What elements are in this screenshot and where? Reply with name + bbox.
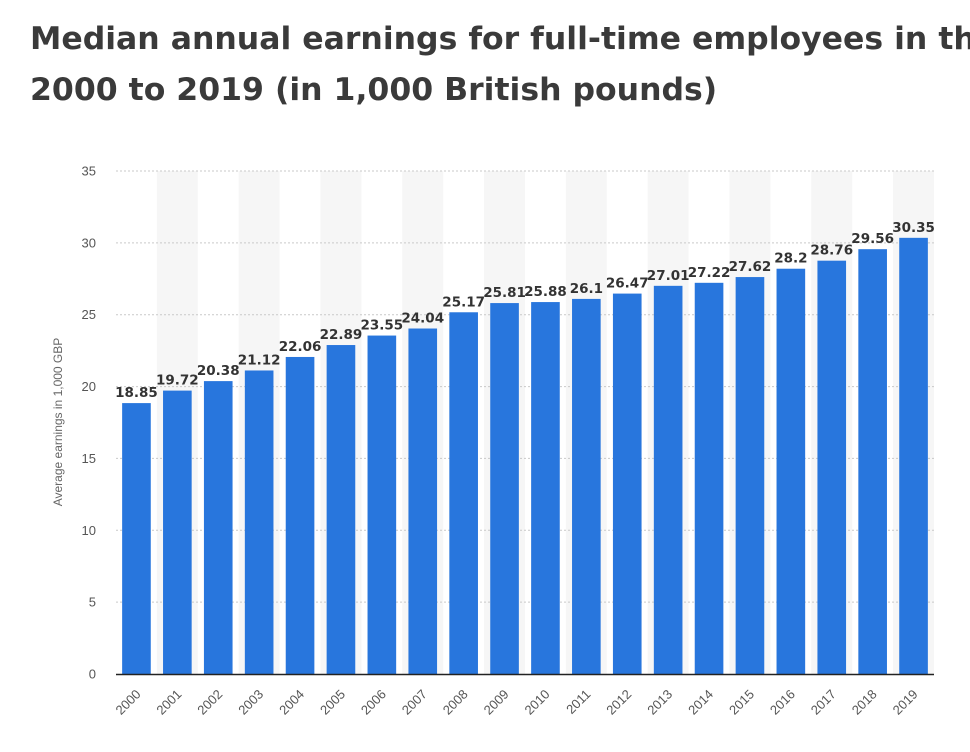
data-label: 27.01 [647, 268, 690, 284]
x-tick-label: 2009 [481, 687, 512, 718]
bar [490, 303, 519, 674]
chart-title: Median annual earnings for full-time emp… [30, 14, 970, 116]
x-tick-label: 2015 [726, 687, 757, 718]
bar [244, 370, 274, 674]
x-tick-label: 2007 [399, 687, 430, 718]
data-label: 29.56 [851, 231, 894, 247]
bar [203, 381, 233, 674]
x-tick-label: 2019 [890, 687, 921, 718]
x-tick-label: 2014 [685, 687, 716, 718]
bar [612, 293, 642, 674]
bar [326, 345, 356, 674]
bar [858, 249, 887, 674]
bar [694, 282, 724, 674]
value-labels: 18.8519.7220.3821.1222.0622.8923.5524.04… [115, 220, 935, 401]
x-tick-label: 2004 [276, 687, 307, 718]
bar [122, 403, 151, 674]
data-label: 28.76 [810, 243, 853, 259]
x-tick-label: 2003 [235, 687, 266, 718]
bar [408, 328, 438, 674]
data-label: 24.04 [401, 311, 444, 327]
data-label: 25.81 [483, 285, 526, 301]
bar [653, 285, 683, 674]
y-tick-label: 5 [89, 595, 96, 610]
bar [531, 302, 560, 674]
data-label: 25.17 [442, 294, 485, 310]
data-label: 21.12 [238, 352, 281, 368]
x-tick-labels: 2000 2001 2002 2003 2004 2005 2006 2007 2008 2009… [113, 687, 921, 718]
data-label: 19.72 [156, 373, 199, 389]
x-tick-label: 2011 [563, 687, 593, 717]
x-tick-label: 2005 [317, 687, 348, 718]
chart-title-line-2: 2000 to 2019 (in 1,000 British pounds) [30, 72, 718, 108]
x-tick-label: 2000 [113, 687, 144, 718]
x-tick-label: 2013 [644, 687, 675, 718]
y-tick-label: 0 [89, 667, 96, 682]
bar [817, 260, 847, 674]
data-label: 20.38 [197, 363, 240, 379]
x-tick-label: 2002 [194, 687, 225, 718]
bar [572, 298, 601, 674]
y-tick-label: 10 [82, 523, 96, 538]
y-tick-label: 30 [82, 235, 96, 250]
x-tick-label: 2006 [358, 687, 389, 718]
y-tick-labels: 0 5 10 15 20 25 30 35 [82, 164, 96, 682]
data-label: 18.85 [115, 385, 158, 401]
y-tick-label: 25 [82, 307, 96, 322]
data-label: 22.06 [279, 339, 322, 355]
data-label: 22.89 [320, 327, 363, 343]
y-tick-label: 20 [82, 379, 96, 394]
bars [122, 237, 928, 674]
bar [163, 390, 192, 674]
chart-title-line-1: Median annual earnings for full-time emp… [30, 21, 970, 57]
data-label: 27.22 [688, 265, 731, 281]
bar [899, 237, 928, 674]
x-tick-label: 2016 [767, 687, 798, 718]
data-label: 26.47 [606, 276, 649, 292]
x-tick-label: 2001 [153, 687, 184, 718]
bar [285, 356, 315, 674]
y-tick-label: 15 [82, 451, 96, 466]
x-tick-label: 2008 [440, 687, 471, 718]
data-label: 30.35 [892, 220, 935, 236]
x-tick-label: 2017 [808, 687, 839, 718]
bar [735, 277, 765, 674]
y-tick-label: 35 [82, 164, 96, 179]
data-label: 25.88 [524, 284, 567, 300]
bar [776, 268, 806, 674]
x-tick-label: 2018 [849, 687, 880, 718]
data-label: 26.1 [570, 281, 603, 297]
x-tick-label: 2010 [522, 687, 553, 718]
x-tick-label: 2012 [603, 687, 634, 718]
data-label: 23.55 [360, 318, 403, 334]
data-label: 27.62 [729, 259, 772, 275]
bar [367, 335, 397, 674]
data-label: 28.2 [774, 251, 807, 267]
bar [449, 312, 478, 674]
